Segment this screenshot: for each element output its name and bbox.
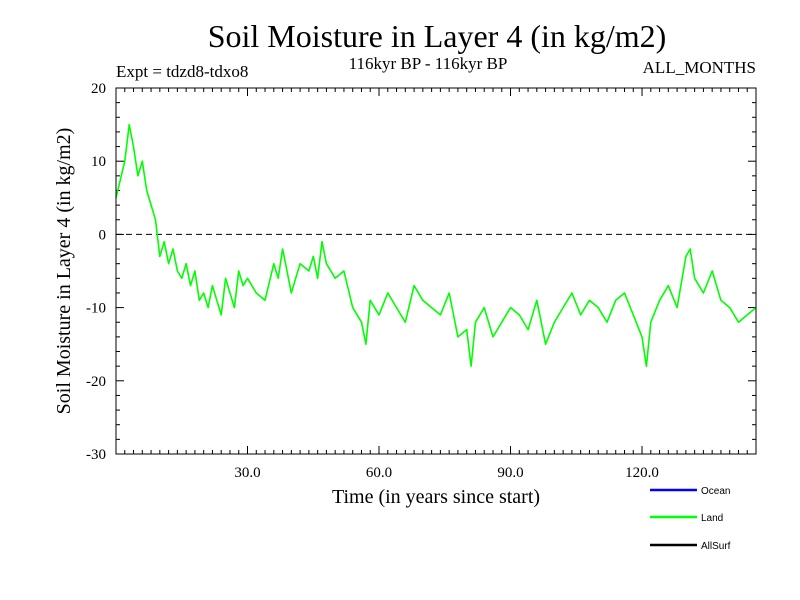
legend: Ocean Land AllSurf — [650, 486, 731, 552]
x-tick-label: 90.0 — [497, 465, 523, 481]
y-tick-label: -20 — [86, 374, 106, 390]
axes-layer: -30 -20 -10 0 10 20 30.0 60.0 90.0 120.0 — [86, 81, 756, 481]
x-axis-label: Time (in years since start) — [332, 486, 540, 508]
y-tick-label: -10 — [86, 301, 106, 317]
series-line-land — [115, 123, 757, 368]
legend-label-ocean: Ocean — [701, 486, 730, 497]
x-tick-label: 120.0 — [625, 465, 659, 481]
x-tick-label: 30.0 — [234, 465, 260, 481]
months-label: ALL_MONTHS — [643, 58, 756, 77]
series-layer — [115, 123, 757, 368]
legend-label-allsurf: AllSurf — [701, 541, 731, 552]
y-tick-label: 20 — [91, 81, 106, 97]
x-tick-label: 60.0 — [366, 465, 392, 481]
y-tick-label: -30 — [86, 447, 106, 463]
y-tick-label: 10 — [91, 154, 106, 170]
legend-label-land: Land — [701, 513, 723, 524]
y-axis-label: Soil Moisture in Layer 4 (in kg/m2) — [53, 128, 75, 415]
y-tick-label: 0 — [99, 227, 107, 243]
chart-title: Soil Moisture in Layer 4 (in kg/m2) — [208, 18, 667, 54]
plot-frame — [115, 87, 757, 455]
time-range-label: 116kyr BP - 116kyr BP — [349, 54, 508, 73]
experiment-label: Expt = tdzd8-tdxo8 — [116, 62, 248, 81]
